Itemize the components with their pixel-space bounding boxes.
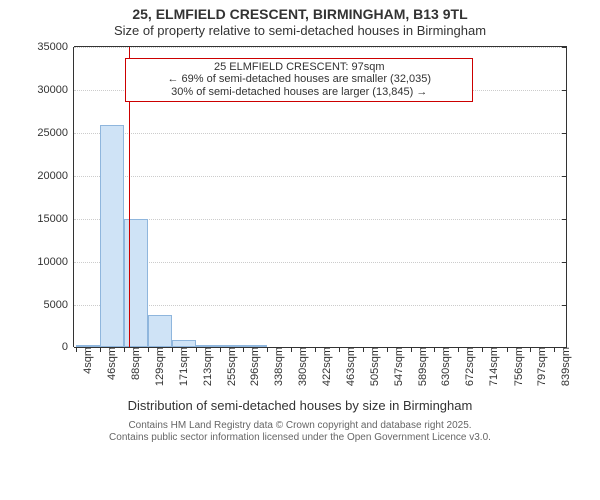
- histogram-bar: [124, 219, 147, 348]
- annotation-box: 25 ELMFIELD CRESCENT: 97sqm← 69% of semi…: [125, 58, 473, 102]
- ytick-mark: [562, 47, 567, 48]
- xtick-label: 547sqm: [387, 347, 405, 386]
- ytick-label: 30000: [37, 84, 74, 96]
- chart-container: 0500010000150002000025000300003500025 EL…: [0, 42, 600, 422]
- xtick-label: 129sqm: [148, 347, 166, 386]
- xtick-label: 797sqm: [530, 347, 548, 386]
- xtick-label: 46sqm: [100, 347, 118, 380]
- xtick-label: 88sqm: [124, 347, 142, 380]
- ytick-label: 20000: [37, 170, 74, 182]
- ytick-label: 15000: [37, 213, 74, 225]
- ytick-mark: [562, 262, 567, 263]
- footer-line: Contains public sector information licen…: [0, 432, 600, 444]
- attribution-footer: Contains HM Land Registry data © Crown c…: [0, 420, 600, 444]
- ytick-label: 25000: [37, 127, 74, 139]
- histogram-bar: [100, 125, 124, 348]
- xtick-label: 4sqm: [76, 347, 94, 374]
- xtick-label: 338sqm: [267, 347, 285, 386]
- xtick-label: 422sqm: [315, 347, 333, 386]
- xtick-label: 630sqm: [434, 347, 452, 386]
- gridline: [74, 305, 566, 306]
- xtick-label: 839sqm: [554, 347, 572, 386]
- xtick-label: 463sqm: [339, 347, 357, 386]
- annotation-line: ← 69% of semi-detached houses are smalle…: [130, 73, 468, 86]
- xtick-label: 255sqm: [220, 347, 238, 386]
- x-axis: [74, 347, 566, 348]
- xtick-label: 171sqm: [172, 347, 190, 386]
- xtick-label: 380sqm: [291, 347, 309, 386]
- ytick-label: 5000: [44, 299, 74, 311]
- histogram-bar: [148, 315, 172, 348]
- xtick-label: 213sqm: [196, 347, 214, 386]
- xtick-label: 505sqm: [363, 347, 381, 386]
- ytick-mark: [562, 90, 567, 91]
- gridline: [74, 219, 566, 220]
- ytick-label: 10000: [37, 256, 74, 268]
- ytick-label: 35000: [37, 41, 74, 53]
- footer-line: Contains HM Land Registry data © Crown c…: [0, 420, 600, 432]
- gridline: [74, 47, 566, 48]
- gridline: [74, 133, 566, 134]
- xtick-label: 756sqm: [507, 347, 525, 386]
- xtick-label: 589sqm: [411, 347, 429, 386]
- gridline: [74, 176, 566, 177]
- y-axis: [73, 47, 74, 347]
- annotation-line: 25 ELMFIELD CRESCENT: 97sqm: [130, 61, 468, 74]
- xtick-label: 296sqm: [243, 347, 261, 386]
- x-axis-label: Distribution of semi-detached houses by …: [0, 398, 600, 413]
- plot-area: 0500010000150002000025000300003500025 EL…: [74, 46, 567, 347]
- ytick-mark: [562, 219, 567, 220]
- gridline: [74, 262, 566, 263]
- xtick-label: 714sqm: [482, 347, 500, 386]
- ytick-mark: [562, 133, 567, 134]
- xtick-label: 672sqm: [458, 347, 476, 386]
- ytick-mark: [562, 176, 567, 177]
- chart-subtitle: Size of property relative to semi-detach…: [0, 23, 600, 43]
- annotation-line: 30% of semi-detached houses are larger (…: [130, 86, 468, 99]
- ytick-mark: [562, 305, 567, 306]
- chart-title: 25, ELMFIELD CRESCENT, BIRMINGHAM, B13 9…: [0, 0, 600, 23]
